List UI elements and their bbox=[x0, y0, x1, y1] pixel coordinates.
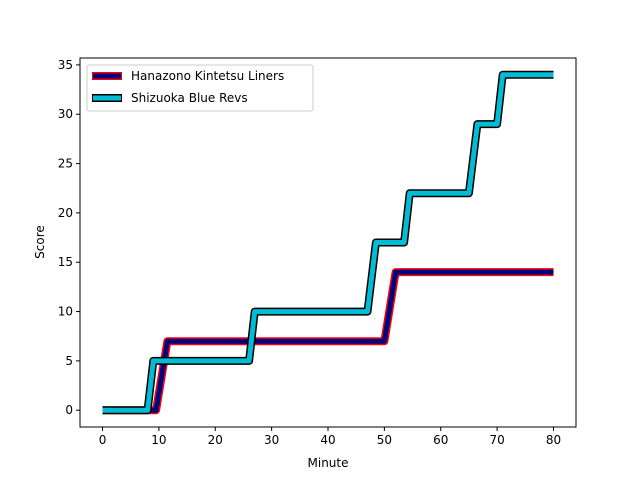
y-tick-label: 0 bbox=[65, 403, 73, 417]
y-tick-label: 30 bbox=[58, 107, 73, 121]
y-tick-label: 15 bbox=[58, 255, 73, 269]
legend-label-0: Hanazono Kintetsu Liners bbox=[131, 69, 284, 83]
x-tick-label: 20 bbox=[208, 433, 223, 447]
y-tick-label: 35 bbox=[58, 58, 73, 72]
x-tick-label: 50 bbox=[377, 433, 392, 447]
y-axis-ticks: 0 5 10 15 20 25 30 35 bbox=[58, 58, 80, 417]
y-tick-label: 5 bbox=[65, 354, 73, 368]
legend-label-1: Shizuoka Blue Revs bbox=[131, 91, 248, 105]
series-line-1 bbox=[102, 72, 554, 413]
x-tick-label: 40 bbox=[320, 433, 335, 447]
x-axis-ticks: 0 10 20 30 40 50 60 70 80 bbox=[99, 427, 561, 447]
y-tick-label: 25 bbox=[58, 157, 73, 171]
x-tick-label: 0 bbox=[99, 433, 107, 447]
x-axis-label: Minute bbox=[308, 456, 349, 470]
x-tick-label: 10 bbox=[151, 433, 166, 447]
y-axis-label: Score bbox=[33, 225, 47, 259]
x-tick-label: 70 bbox=[489, 433, 504, 447]
x-tick-label: 80 bbox=[546, 433, 561, 447]
x-tick-label: 60 bbox=[433, 433, 448, 447]
y-tick-label: 20 bbox=[58, 206, 73, 220]
x-tick-label: 30 bbox=[264, 433, 279, 447]
y-tick-label: 10 bbox=[58, 305, 73, 319]
legend: Hanazono Kintetsu Liners Shizuoka Blue Re… bbox=[86, 64, 314, 112]
series-lines bbox=[102, 70, 554, 415]
legend-box bbox=[86, 64, 314, 112]
